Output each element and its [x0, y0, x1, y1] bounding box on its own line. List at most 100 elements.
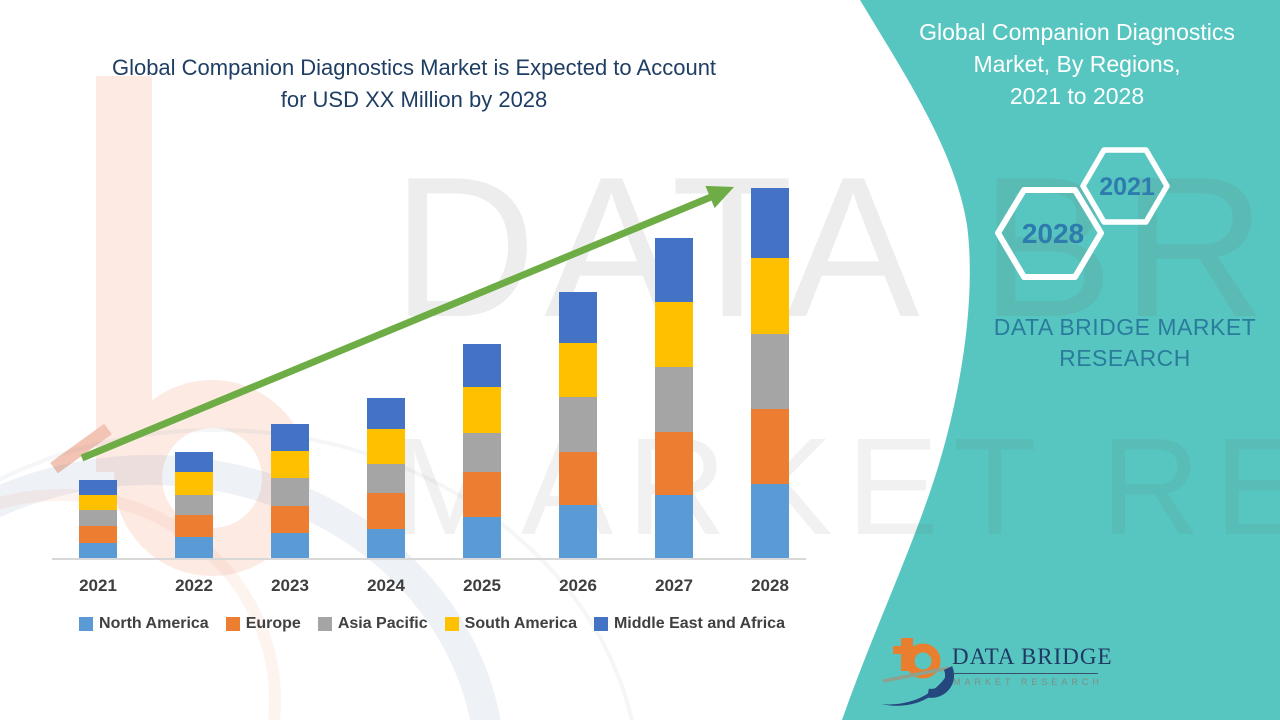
bar-segment-2023-south-america — [271, 451, 309, 478]
brand-text: DATA BRIDGE MARKET RESEARCH — [950, 312, 1280, 374]
watermark-line1: DATA BRIDGE — [392, 136, 1280, 359]
bar-segment-2027-europe — [655, 432, 693, 495]
bar-segment-2028-north-america — [751, 484, 789, 559]
bar-segment-2025-middle-east-and-africa — [463, 344, 501, 387]
bar-segment-2028-middle-east-and-africa — [751, 188, 789, 258]
legend-swatch-icon — [593, 617, 608, 631]
bar-segment-2022-north-america — [175, 537, 213, 559]
bar-2023 — [271, 424, 309, 559]
bar-segment-2026-asia-pacific — [559, 397, 597, 452]
legend-item-south-america: South America — [444, 615, 577, 633]
bar-segment-2022-south-america — [175, 472, 213, 495]
legend-item-middle-east-and-africa: Middle East and Africa — [593, 615, 785, 633]
right-panel-title-line2: Market, By Regions, — [973, 51, 1181, 77]
page-title: Global Companion Diagnostics Market is E… — [28, 52, 800, 116]
logo-d-arc — [927, 666, 955, 698]
bar-segment-2021-asia-pacific — [79, 510, 117, 526]
right-panel-title-line3: 2021 to 2028 — [1009, 83, 1145, 109]
bar-segment-2024-middle-east-and-africa — [367, 398, 405, 429]
legend-label: Asia Pacific — [337, 615, 428, 632]
bar-segment-2024-europe — [367, 493, 405, 529]
legend-label: Middle East and Africa — [613, 615, 785, 632]
bar-segment-2021-europe — [79, 526, 117, 543]
hexagon-2021: 2021 — [1080, 147, 1170, 225]
legend-label: North America — [99, 615, 209, 632]
legend-swatch-icon — [317, 617, 332, 631]
bar-segment-2024-south-america — [367, 429, 405, 464]
logo-swoosh — [881, 668, 951, 706]
legend-swatch-icon — [225, 617, 240, 631]
bar-2025 — [463, 344, 501, 559]
logo-subtitle: MARKET RESEARCH — [953, 677, 1103, 687]
page-title-line2: for USD XX Million by 2028 — [280, 87, 548, 112]
x-axis-label-2025: 2025 — [463, 576, 501, 595]
bar-segment-2026-south-america — [559, 343, 597, 397]
bar-segment-2027-north-america — [655, 495, 693, 559]
right-panel-title-line1: Global Companion Diagnostics — [919, 19, 1235, 45]
x-axis-label-2027: 2027 — [655, 576, 693, 595]
bar-segment-2024-north-america — [367, 529, 405, 559]
hexagon-2028: 2028 — [995, 187, 1104, 280]
bar-segment-2025-north-america — [463, 517, 501, 559]
bar-segment-2027-middle-east-and-africa — [655, 238, 693, 302]
watermark-line2: MARKET RESEARCH — [392, 410, 1280, 564]
legend-swatch-icon — [444, 617, 459, 631]
bar-segment-2025-asia-pacific — [463, 433, 501, 472]
bar-2028 — [751, 188, 789, 559]
bar-segment-2022-europe — [175, 515, 213, 537]
bar-2021 — [79, 480, 117, 559]
x-axis-label-2028: 2028 — [751, 576, 789, 595]
bar-segment-2021-middle-east-and-africa — [79, 480, 117, 495]
bar-2024 — [367, 398, 405, 559]
legend-item-asia-pacific: Asia Pacific — [317, 615, 428, 633]
bar-segment-2028-south-america — [751, 258, 789, 334]
x-axis-label-2021: 2021 — [79, 576, 117, 595]
bar-segment-2028-europe — [751, 409, 789, 484]
bar-segment-2021-south-america — [79, 495, 117, 510]
x-axis-line — [52, 558, 806, 560]
x-axis-label-2024: 2024 — [367, 576, 405, 595]
bar-segment-2027-asia-pacific — [655, 367, 693, 432]
right-panel-title: Global Companion Diagnostics Market, By … — [902, 16, 1252, 112]
bar-segment-2026-middle-east-and-africa — [559, 292, 597, 343]
bar-segment-2022-asia-pacific — [175, 495, 213, 515]
bar-segment-2021-north-america — [79, 543, 117, 559]
page-title-line1: Global Companion Diagnostics Market is E… — [111, 55, 717, 80]
logo-b-notch — [893, 646, 901, 654]
bar-segment-2025-europe — [463, 472, 501, 517]
bar-segment-2023-europe — [271, 506, 309, 533]
x-axis-label-2023: 2023 — [271, 576, 309, 595]
hexagon-2028-label: 2028 — [1022, 218, 1084, 249]
brand-text-line2: RESEARCH — [1059, 345, 1191, 371]
bar-segment-2023-north-america — [271, 533, 309, 559]
legend-swatch-icon — [79, 617, 94, 631]
bar-segment-2023-middle-east-and-africa — [271, 424, 309, 451]
legend-item-north-america: North America — [79, 615, 209, 633]
legend-item-europe: Europe — [225, 615, 301, 633]
bar-segment-2028-asia-pacific — [751, 334, 789, 409]
bar-segment-2026-europe — [559, 452, 597, 505]
bar-2022 — [175, 452, 213, 559]
brand-text-line1: DATA BRIDGE MARKET — [993, 314, 1257, 340]
hexagon-2021-label: 2021 — [1099, 173, 1155, 201]
logo-ground-line — [882, 666, 950, 683]
logo-wordmark: DATA BRIDGE — [952, 644, 1112, 674]
bar-segment-2026-north-america — [559, 505, 597, 559]
legend-label: South America — [464, 615, 577, 632]
bar-2027 — [655, 238, 693, 559]
legend-label: Europe — [245, 615, 301, 632]
bar-2026 — [559, 292, 597, 559]
bar-segment-2024-asia-pacific — [367, 464, 405, 493]
x-axis-label-2022: 2022 — [175, 576, 213, 595]
bar-segment-2022-middle-east-and-africa — [175, 452, 213, 472]
bar-segment-2027-south-america — [655, 302, 693, 367]
x-axis-label-2026: 2026 — [559, 576, 597, 595]
bar-segment-2025-south-america — [463, 387, 501, 433]
bar-segment-2023-asia-pacific — [271, 478, 309, 506]
